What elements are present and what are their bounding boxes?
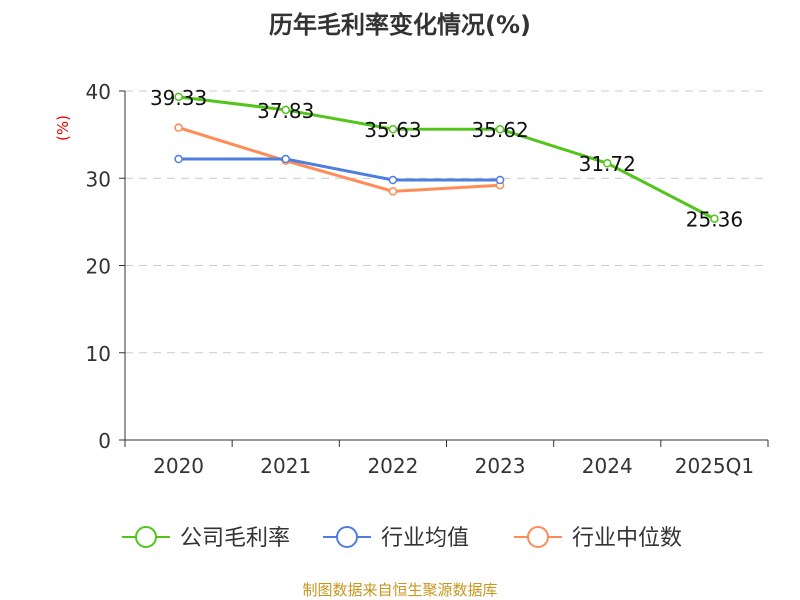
- legend-label: 公司毛利率: [180, 526, 290, 551]
- data-point[interactable]: [388, 175, 398, 185]
- x-tick-label: 2021: [260, 454, 311, 478]
- data-point[interactable]: [388, 187, 398, 196]
- y-tick-label: 30: [86, 167, 111, 191]
- legend-item[interactable]: 行业中位数: [514, 526, 682, 551]
- data-point[interactable]: [281, 105, 290, 115]
- legend-label: 行业中位数: [572, 526, 682, 551]
- data-point[interactable]: [174, 92, 183, 102]
- data-point[interactable]: [174, 123, 183, 132]
- data-label: 37.83: [257, 99, 314, 123]
- data-point[interactable]: [495, 175, 505, 185]
- data-point[interactable]: [603, 158, 612, 168]
- x-tick-label: 2025Q1: [675, 454, 754, 478]
- chart-title: 历年毛利率变化情况(%): [269, 11, 531, 39]
- y-tick-label: 20: [86, 255, 111, 279]
- data-point[interactable]: [281, 154, 290, 164]
- legend-circle-icon: [336, 526, 358, 548]
- y-tick-label: 0: [98, 429, 111, 453]
- x-tick-label: 2024: [582, 454, 633, 478]
- y-axis-label: (%): [54, 115, 72, 141]
- data-label: 35.62: [471, 118, 528, 142]
- data-point[interactable]: [495, 124, 505, 134]
- legend-item[interactable]: 公司毛利率: [122, 526, 290, 551]
- legend-label: 行业均值: [381, 526, 469, 551]
- legend-circle-icon: [527, 526, 549, 548]
- series-line: [178, 157, 501, 182]
- series-line: [178, 126, 501, 193]
- y-tick-label: 40: [86, 80, 111, 104]
- legend-item[interactable]: 行业均值: [323, 526, 469, 551]
- y-tick-label: 10: [86, 342, 111, 366]
- data-point[interactable]: [388, 124, 398, 134]
- legend-circle-icon: [135, 526, 157, 548]
- data-point[interactable]: [174, 154, 183, 164]
- data-label: 31.72: [579, 152, 636, 176]
- data-point[interactable]: [710, 214, 719, 223]
- x-tick-label: 2020: [153, 454, 204, 478]
- data-label: 39.33: [150, 86, 207, 110]
- data-label: 35.63: [364, 118, 421, 142]
- footer-source: 制图数据来自恒生聚源数据库: [302, 581, 497, 599]
- x-tick-label: 2023: [475, 454, 526, 478]
- series-line: [178, 95, 716, 221]
- data-label: 25.36: [686, 208, 743, 232]
- x-tick-label: 2022: [367, 454, 418, 478]
